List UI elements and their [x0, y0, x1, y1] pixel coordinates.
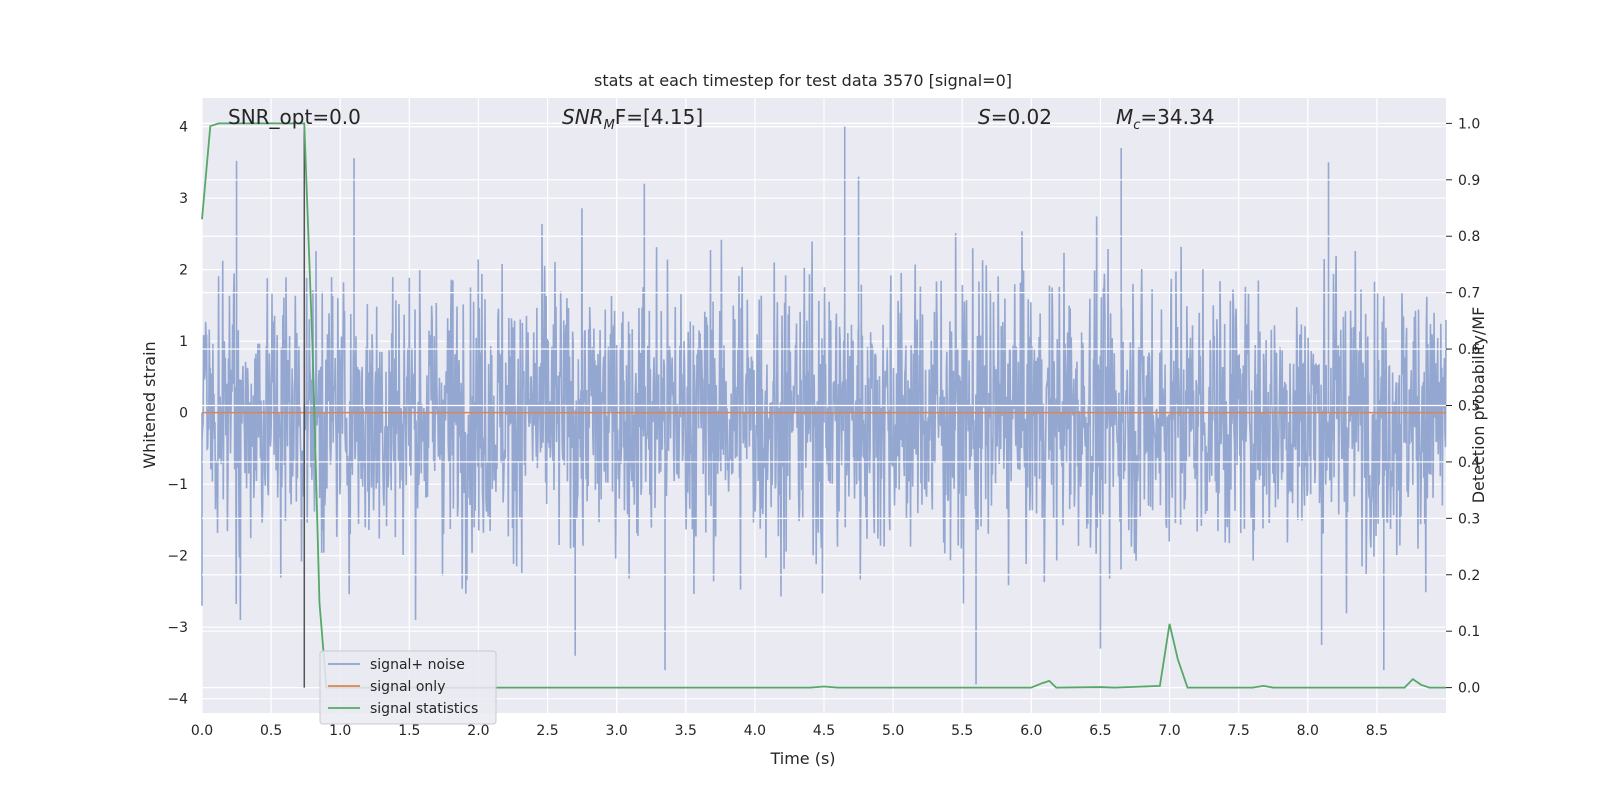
x-tick-label: 7.5	[1228, 723, 1250, 739]
y-tick-label: −1	[167, 477, 188, 493]
legend: signal+ noise signal only signal statist…	[319, 650, 497, 725]
y-tick-label: −4	[167, 692, 188, 708]
y-tick-label: −3	[167, 620, 188, 636]
x-tick-label: 3.0	[606, 723, 628, 739]
signal-noise-trace	[201, 126, 1447, 685]
legend-label-signal-only: signal only	[370, 679, 445, 695]
x-tick-label: 3.5	[675, 723, 697, 739]
chart-title: stats at each timestep for test data 357…	[594, 71, 1012, 90]
legend-label-signal-statistics: signal statistics	[370, 701, 478, 717]
y-right-tick-label: 0.6	[1458, 342, 1480, 358]
y-right-tick-label: 0.4	[1458, 455, 1480, 471]
x-tick-label: 8.5	[1366, 723, 1388, 739]
y-axis-label-right: Detection probability/MF	[1469, 307, 1488, 504]
y-tick-label: 1	[179, 334, 188, 350]
y-right-tick-label: 1.0	[1458, 116, 1480, 132]
y-right-tick-label: 0.8	[1458, 229, 1480, 245]
y-right-tick-label: 0.1	[1458, 624, 1480, 640]
x-tick-label: 7.0	[1158, 723, 1180, 739]
x-tick-label: 6.0	[1020, 723, 1042, 739]
legend-box	[319, 650, 497, 725]
annotation-snr-mf: SNRMF=[4.15]	[562, 105, 703, 133]
y-right-tick-label: 0.5	[1458, 399, 1480, 415]
y-axis-label: Whitened strain	[140, 341, 159, 468]
x-tick-label: 6.5	[1089, 723, 1111, 739]
x-tick-label: 2.0	[467, 723, 489, 739]
x-tick-label: 8.0	[1297, 723, 1319, 739]
y-tick-label: 2	[179, 263, 188, 279]
x-tick-label: 1.0	[329, 723, 351, 739]
x-tick-label: 4.0	[744, 723, 766, 739]
y-right-tick-label: 0.7	[1458, 286, 1480, 302]
x-tick-label: 5.5	[951, 723, 973, 739]
x-tick-label: 0.5	[260, 723, 282, 739]
annotation-mc: Mc=34.34	[1116, 105, 1214, 133]
y-tick-label: 3	[179, 191, 188, 207]
x-tick-label: 0.0	[191, 723, 213, 739]
y-right-tick-label: 0.0	[1458, 681, 1480, 697]
y-tick-label: 0	[179, 406, 188, 422]
y-right-tick-label: 0.2	[1458, 568, 1480, 584]
legend-label-signal-noise: signal+ noise	[370, 657, 465, 673]
annotation-s: S=0.02	[978, 105, 1052, 129]
ticks: 0.0 0.5 1.0 1.5 2.0 2.5 3.0 3.5 4.0 4.5 5.0 5.5 6.0 6…	[167, 116, 1480, 739]
y-right-tick-label: 0.3	[1458, 511, 1480, 527]
x-tick-label: 2.5	[536, 723, 558, 739]
annotation-snr-opt: SNR_opt=0.0	[228, 105, 361, 129]
x-tick-label: 1.5	[398, 723, 420, 739]
x-axis-label: Time (s)	[769, 749, 835, 768]
series-lines	[201, 122, 1446, 689]
y-right-tick-label: 0.9	[1458, 173, 1480, 189]
signal-statistics-line	[201, 122, 1446, 689]
x-tick-label: 4.5	[813, 723, 835, 739]
x-tick-label: 5.0	[882, 723, 904, 739]
y-tick-label: −2	[167, 549, 188, 565]
series-signal-noise	[201, 122, 1447, 689]
y-tick-label: 4	[179, 120, 188, 136]
